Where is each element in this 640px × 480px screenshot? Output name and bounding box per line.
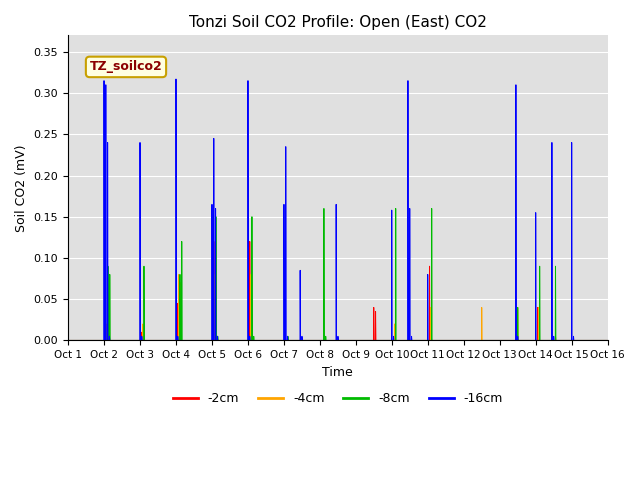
X-axis label: Time: Time — [323, 366, 353, 379]
Legend: -2cm, -4cm, -8cm, -16cm: -2cm, -4cm, -8cm, -16cm — [168, 387, 508, 410]
Title: Tonzi Soil CO2 Profile: Open (East) CO2: Tonzi Soil CO2 Profile: Open (East) CO2 — [189, 15, 487, 30]
Text: TZ_soilco2: TZ_soilco2 — [90, 60, 163, 73]
Y-axis label: Soil CO2 (mV): Soil CO2 (mV) — [15, 144, 28, 232]
